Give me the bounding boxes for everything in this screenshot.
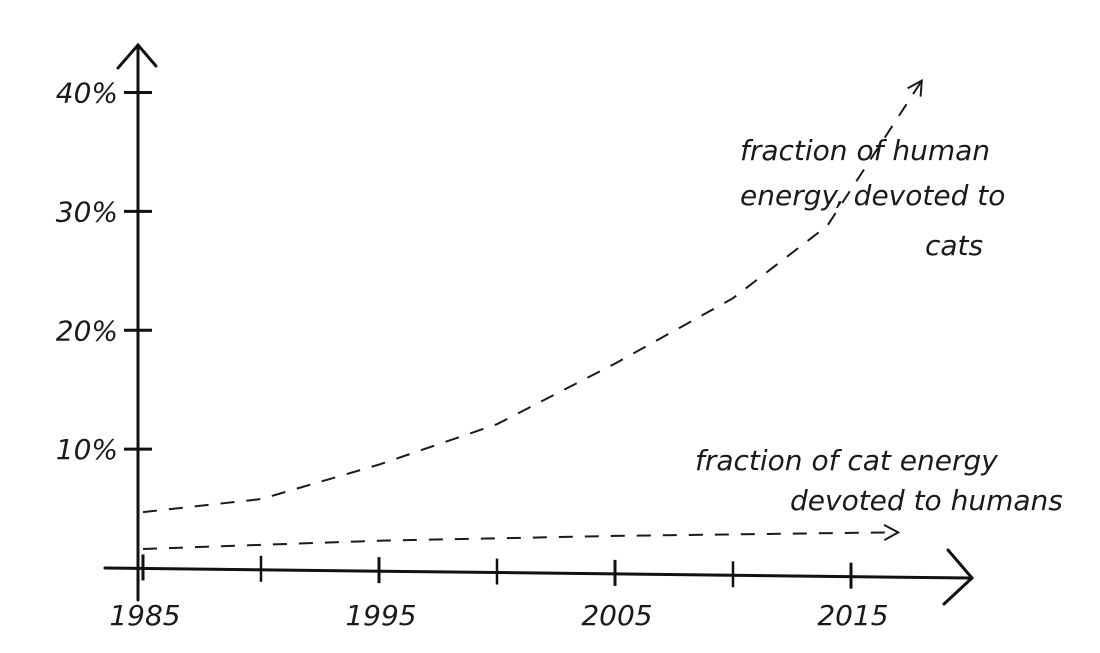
x-axis	[103, 566, 972, 580]
series-label: fraction of cat energy	[695, 444, 998, 477]
series-label: energy, devoted to	[740, 179, 1005, 212]
x-tick-label: 2005	[581, 599, 652, 632]
x-axis-arrow	[942, 548, 975, 606]
series-label: fraction of human	[740, 134, 990, 167]
x-tick-label: 1985	[109, 599, 180, 632]
series-line	[142, 80, 923, 514]
series-line	[142, 531, 899, 550]
y-tick-label: 40%	[56, 77, 118, 110]
series-arrowhead	[907, 78, 923, 97]
x-tick-label: 1995	[345, 599, 416, 632]
axes	[103, 42, 975, 606]
y-tick-label: 20%	[56, 314, 118, 347]
series-label: cats	[925, 229, 983, 262]
series-arrowhead	[883, 523, 901, 542]
x-tick-label: 2015	[817, 599, 888, 632]
y-tick-label: 30%	[56, 195, 118, 228]
y-tick-label: 10%	[56, 433, 118, 466]
series-label: devoted to humans	[790, 484, 1063, 517]
y-axis-arrow	[116, 42, 158, 70]
